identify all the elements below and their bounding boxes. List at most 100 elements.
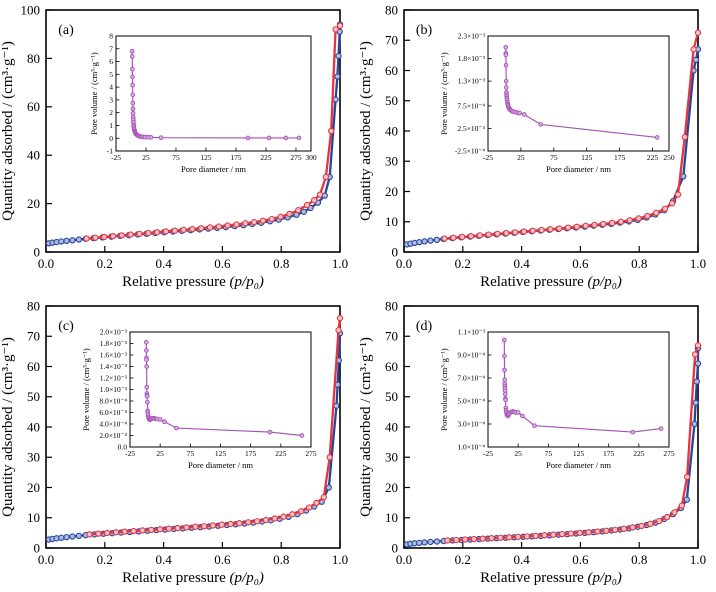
svg-text:9.0×10⁻⁴: 9.0×10⁻⁴ [457,351,485,360]
svg-text:0: 0 [34,540,41,555]
inset-pore-distribution: -25 25 75 125 175 225 250 -2.5×10⁻⁴ 2.5×10⁻⁴ 7.5×… [439,32,675,174]
svg-text:-25: -25 [111,153,121,162]
svg-text:1: 1 [109,121,113,130]
svg-text:Pore volume / (cm³·g⁻¹): Pore volume / (cm³·g⁻¹) [439,348,449,431]
svg-text:6.0×10⁻⁴: 6.0×10⁻⁴ [99,408,127,417]
svg-text:-25: -25 [483,449,493,458]
svg-text:10: 10 [385,214,398,229]
svg-text:50: 50 [385,93,398,108]
svg-text:0.4: 0.4 [513,256,530,271]
svg-text:40: 40 [27,419,40,434]
svg-text:Pore diameter / nm: Pore diameter / nm [546,460,611,470]
svg-text:70: 70 [385,33,398,48]
inset-pore-distribution: -25 25 75 125 175 225 275 300 -1 0 1 2 3 4 5 6 7 8 Pore di… [89,32,317,174]
svg-text:0.4: 0.4 [155,256,172,271]
svg-text:80: 80 [27,51,40,66]
svg-text:0.8: 0.8 [631,552,647,567]
svg-text:125: 125 [573,449,585,458]
svg-text:0: 0 [392,244,399,259]
svg-text:225: 225 [260,153,272,162]
svg-text:(c): (c) [58,319,74,334]
svg-text:7: 7 [109,44,113,53]
svg-text:0.6: 0.6 [572,256,589,271]
svg-text:10: 10 [27,510,40,525]
svg-text:0.0: 0.0 [38,552,54,567]
svg-text:40: 40 [27,148,40,163]
svg-text:275: 275 [305,449,317,458]
svg-text:80: 80 [385,2,398,17]
svg-text:1.0×10⁻⁴: 1.0×10⁻⁴ [457,443,485,452]
svg-text:0.0: 0.0 [38,256,54,271]
svg-text:1.3×10⁻³: 1.3×10⁻³ [458,77,486,86]
svg-text:70: 70 [27,329,40,344]
svg-text:125: 125 [581,153,593,162]
svg-text:Relative pressure (p/p₀): Relative pressure (p/p₀) [122,570,264,586]
svg-text:125: 125 [215,449,227,458]
svg-text:4.0×10⁻⁴: 4.0×10⁻⁴ [99,420,127,429]
svg-text:50: 50 [385,389,398,404]
svg-text:1.0×10⁻³: 1.0×10⁻³ [100,385,128,394]
svg-text:60: 60 [27,359,40,374]
svg-text:275: 275 [663,449,675,458]
svg-text:225: 225 [647,153,659,162]
svg-text:2.0×10⁻⁴: 2.0×10⁻⁴ [99,431,127,440]
svg-text:75: 75 [187,449,195,458]
inset-pore-distribution: -25 25 75 125 175 225 275 0.0 2.0×10⁻⁴ 4.0×10⁻⁴ 6.… [81,328,317,470]
svg-text:80: 80 [385,298,398,313]
svg-text:20: 20 [27,480,40,495]
svg-text:0: 0 [34,244,41,259]
svg-text:1.0: 1.0 [690,256,706,271]
svg-text:-2.5×10⁻⁴: -2.5×10⁻⁴ [455,147,486,156]
svg-text:Pore diameter / nm: Pore diameter / nm [546,164,611,174]
inset-pore-distribution: -25 25 75 125 175 225 275 1.0×10⁻⁴ 3.0×10⁻⁴ 5.0×1… [439,328,675,470]
plot-area: 0.0 0.2 0.4 0.6 0.8 1.0 0 10 20 30 40 50 60 70 80 Relat… [0,298,348,586]
svg-text:30: 30 [385,450,398,465]
svg-text:Quantity adsorbed / (cm³·g⁻¹): Quantity adsorbed / (cm³·g⁻¹) [0,337,16,517]
svg-text:Relative pressure (p/p₀): Relative pressure (p/p₀) [480,274,622,290]
svg-text:1.6×10⁻³: 1.6×10⁻³ [100,351,128,360]
svg-text:8: 8 [109,32,113,41]
svg-text:0.2: 0.2 [97,256,113,271]
svg-text:Pore volume / (cm³·g⁻¹): Pore volume / (cm³·g⁻¹) [89,52,99,135]
svg-text:Pore volume / (cm³·g⁻¹): Pore volume / (cm³·g⁻¹) [81,348,91,431]
svg-text:0.0: 0.0 [396,256,412,271]
svg-text:40: 40 [385,419,398,434]
svg-text:Pore diameter / nm: Pore diameter / nm [181,164,246,174]
svg-text:60: 60 [385,63,398,78]
svg-text:100: 100 [21,2,41,17]
svg-text:0.8: 0.8 [273,256,289,271]
svg-text:0.6: 0.6 [214,552,231,567]
svg-text:10: 10 [385,510,398,525]
svg-text:0.8: 0.8 [631,256,647,271]
svg-text:Quantity adsorbed / (cm³·g⁻¹): Quantity adsorbed / (cm³·g⁻¹) [0,41,16,221]
svg-text:60: 60 [385,359,398,374]
svg-text:-25: -25 [125,449,135,458]
svg-text:225: 225 [275,449,287,458]
svg-text:20: 20 [385,480,398,495]
svg-text:80: 80 [27,298,40,313]
svg-text:0.0: 0.0 [118,443,128,452]
svg-text:275: 275 [290,153,302,162]
svg-text:0.2: 0.2 [97,552,113,567]
svg-text:6: 6 [109,57,113,66]
svg-text:175: 175 [603,449,615,458]
svg-text:1.0: 1.0 [690,552,706,567]
svg-text:175: 175 [614,153,626,162]
svg-text:0.2: 0.2 [455,256,471,271]
svg-text:0.4: 0.4 [155,552,172,567]
plot-area: 0.0 0.2 0.4 0.6 0.8 1.0 0 10 20 30 40 50 60 70 80 Relat… [358,2,706,290]
plot-area: 0.0 0.2 0.4 0.6 0.8 1.0 0 10 20 30 40 50 60 70 80 Relat… [358,298,706,586]
panel-c-isotherm-chart: 0.0 0.2 0.4 0.6 0.8 1.0 0 10 20 30 40 50 60 70 80 Relat… [0,298,348,586]
svg-text:0.6: 0.6 [572,552,589,567]
svg-text:60: 60 [27,99,40,114]
svg-text:125: 125 [200,153,212,162]
svg-text:Relative pressure (p/p₀): Relative pressure (p/p₀) [480,570,622,586]
svg-text:7.5×10⁻⁴: 7.5×10⁻⁴ [457,101,485,110]
svg-text:4: 4 [109,83,113,92]
svg-text:Quantity adsorbed / (cm³·g⁻¹): Quantity adsorbed / (cm³·g⁻¹) [358,41,374,221]
svg-text:0.4: 0.4 [513,552,530,567]
svg-text:1.0: 1.0 [332,256,348,271]
svg-text:0.0: 0.0 [396,552,412,567]
